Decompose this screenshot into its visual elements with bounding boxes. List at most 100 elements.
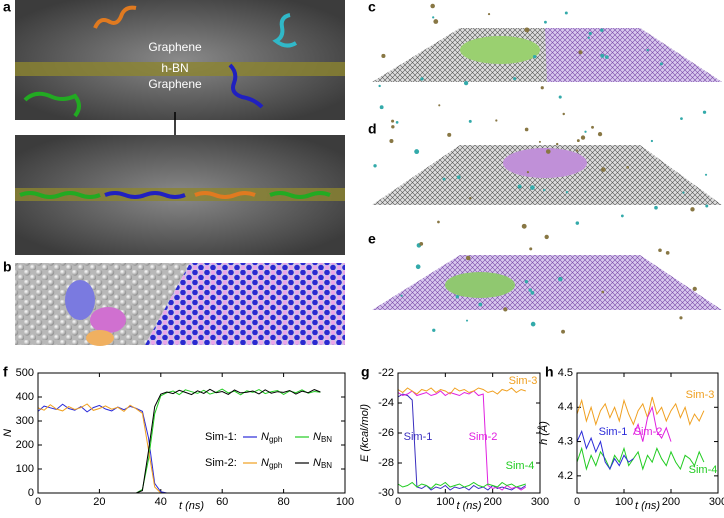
polymer xyxy=(272,13,298,48)
series-line xyxy=(397,390,527,491)
ion xyxy=(600,53,605,58)
panel-label: e xyxy=(368,231,376,247)
polymer xyxy=(19,191,101,199)
x-tick-label: 300 xyxy=(709,496,724,508)
polymer xyxy=(269,191,331,199)
ion xyxy=(658,248,662,253)
ion xyxy=(702,110,707,114)
ion xyxy=(513,77,517,81)
ion xyxy=(545,149,551,154)
ion xyxy=(565,190,569,194)
ion xyxy=(503,307,508,312)
ion xyxy=(495,119,498,122)
ion xyxy=(432,328,436,332)
y-axis-label: N xyxy=(2,429,14,437)
sheet xyxy=(372,255,722,310)
ion xyxy=(575,221,580,225)
graphene-sheet xyxy=(15,263,190,345)
x-axis-label: t (ns) xyxy=(456,500,481,512)
ion xyxy=(597,132,603,137)
ion xyxy=(620,214,624,218)
series-line xyxy=(632,405,672,442)
molecules xyxy=(460,36,540,64)
ion xyxy=(478,302,483,307)
panel-label: f xyxy=(3,364,8,380)
ion xyxy=(558,276,563,282)
y-tick-label: 0 xyxy=(28,487,34,499)
ion xyxy=(420,77,424,81)
molecules xyxy=(445,272,515,298)
ion xyxy=(562,112,565,116)
x-tick-label: 40 xyxy=(155,496,167,508)
ion xyxy=(381,53,386,59)
x-tick-label: 200 xyxy=(662,496,680,508)
series-line xyxy=(37,403,321,494)
ion xyxy=(463,80,469,86)
ion xyxy=(430,3,435,9)
ion xyxy=(456,175,461,180)
x-tick-label: 0 xyxy=(35,496,41,508)
ion xyxy=(538,140,541,143)
series-line xyxy=(576,396,705,427)
ion xyxy=(646,48,649,52)
ion xyxy=(654,205,658,210)
panels-cde: c d e xyxy=(368,0,722,334)
legend-label: Ngph xyxy=(261,431,282,444)
x-tick-label: 100 xyxy=(436,496,454,508)
series-label: Sim-1 xyxy=(404,431,433,443)
panel-label: h xyxy=(545,364,554,380)
ion xyxy=(556,142,559,146)
ion xyxy=(524,280,529,284)
x-tick-label: 100 xyxy=(615,496,633,508)
y-axis-label: E (kcal/mol) xyxy=(359,404,371,462)
ion xyxy=(576,139,580,142)
plot-frame xyxy=(397,372,541,494)
ion xyxy=(530,290,535,295)
ion xyxy=(389,139,394,144)
ion xyxy=(705,204,709,208)
ion xyxy=(487,12,491,16)
y-tick-label: -30 xyxy=(378,487,394,499)
sheet xyxy=(545,28,722,82)
y-tick-label: -26 xyxy=(378,427,394,439)
ion xyxy=(517,184,522,189)
ion xyxy=(378,84,381,88)
label: Graphene xyxy=(148,40,202,54)
ion xyxy=(690,207,695,212)
series-label: Sim-2 xyxy=(634,426,663,438)
y-axis-label: h (Å) xyxy=(537,421,550,445)
x-tick-label: 60 xyxy=(216,496,228,508)
x-axis-label: t (ns) xyxy=(179,500,204,512)
ion xyxy=(419,242,424,246)
ion xyxy=(564,11,568,15)
y-tick-label: 4.4 xyxy=(558,401,573,413)
ion xyxy=(558,95,562,99)
x-tick-label: 300 xyxy=(531,496,549,508)
series-label: Sim-2 xyxy=(469,431,498,443)
ion xyxy=(526,170,530,174)
panel-b: b xyxy=(3,259,345,346)
ion xyxy=(591,125,594,129)
ion xyxy=(469,196,472,200)
series-label: Sim-3 xyxy=(686,389,715,401)
ion xyxy=(561,329,566,334)
ion xyxy=(600,28,604,33)
ion xyxy=(524,127,529,132)
series-line xyxy=(397,481,526,490)
x-tick-label: 20 xyxy=(93,496,105,508)
ion xyxy=(438,104,441,107)
ion xyxy=(379,105,384,110)
polymer xyxy=(228,63,264,109)
legend-label: Sim-1: xyxy=(205,431,237,443)
plot-frame xyxy=(37,372,346,494)
y-tick-label: 300 xyxy=(16,415,34,427)
y-tick-label: 4.3 xyxy=(558,435,573,447)
y-tick-label: 100 xyxy=(16,463,34,475)
y-tick-label: 500 xyxy=(16,367,34,379)
ion xyxy=(665,250,670,255)
ion xyxy=(466,319,469,322)
molecule xyxy=(90,307,126,333)
ion xyxy=(704,173,708,176)
panel-label: g xyxy=(361,364,370,380)
